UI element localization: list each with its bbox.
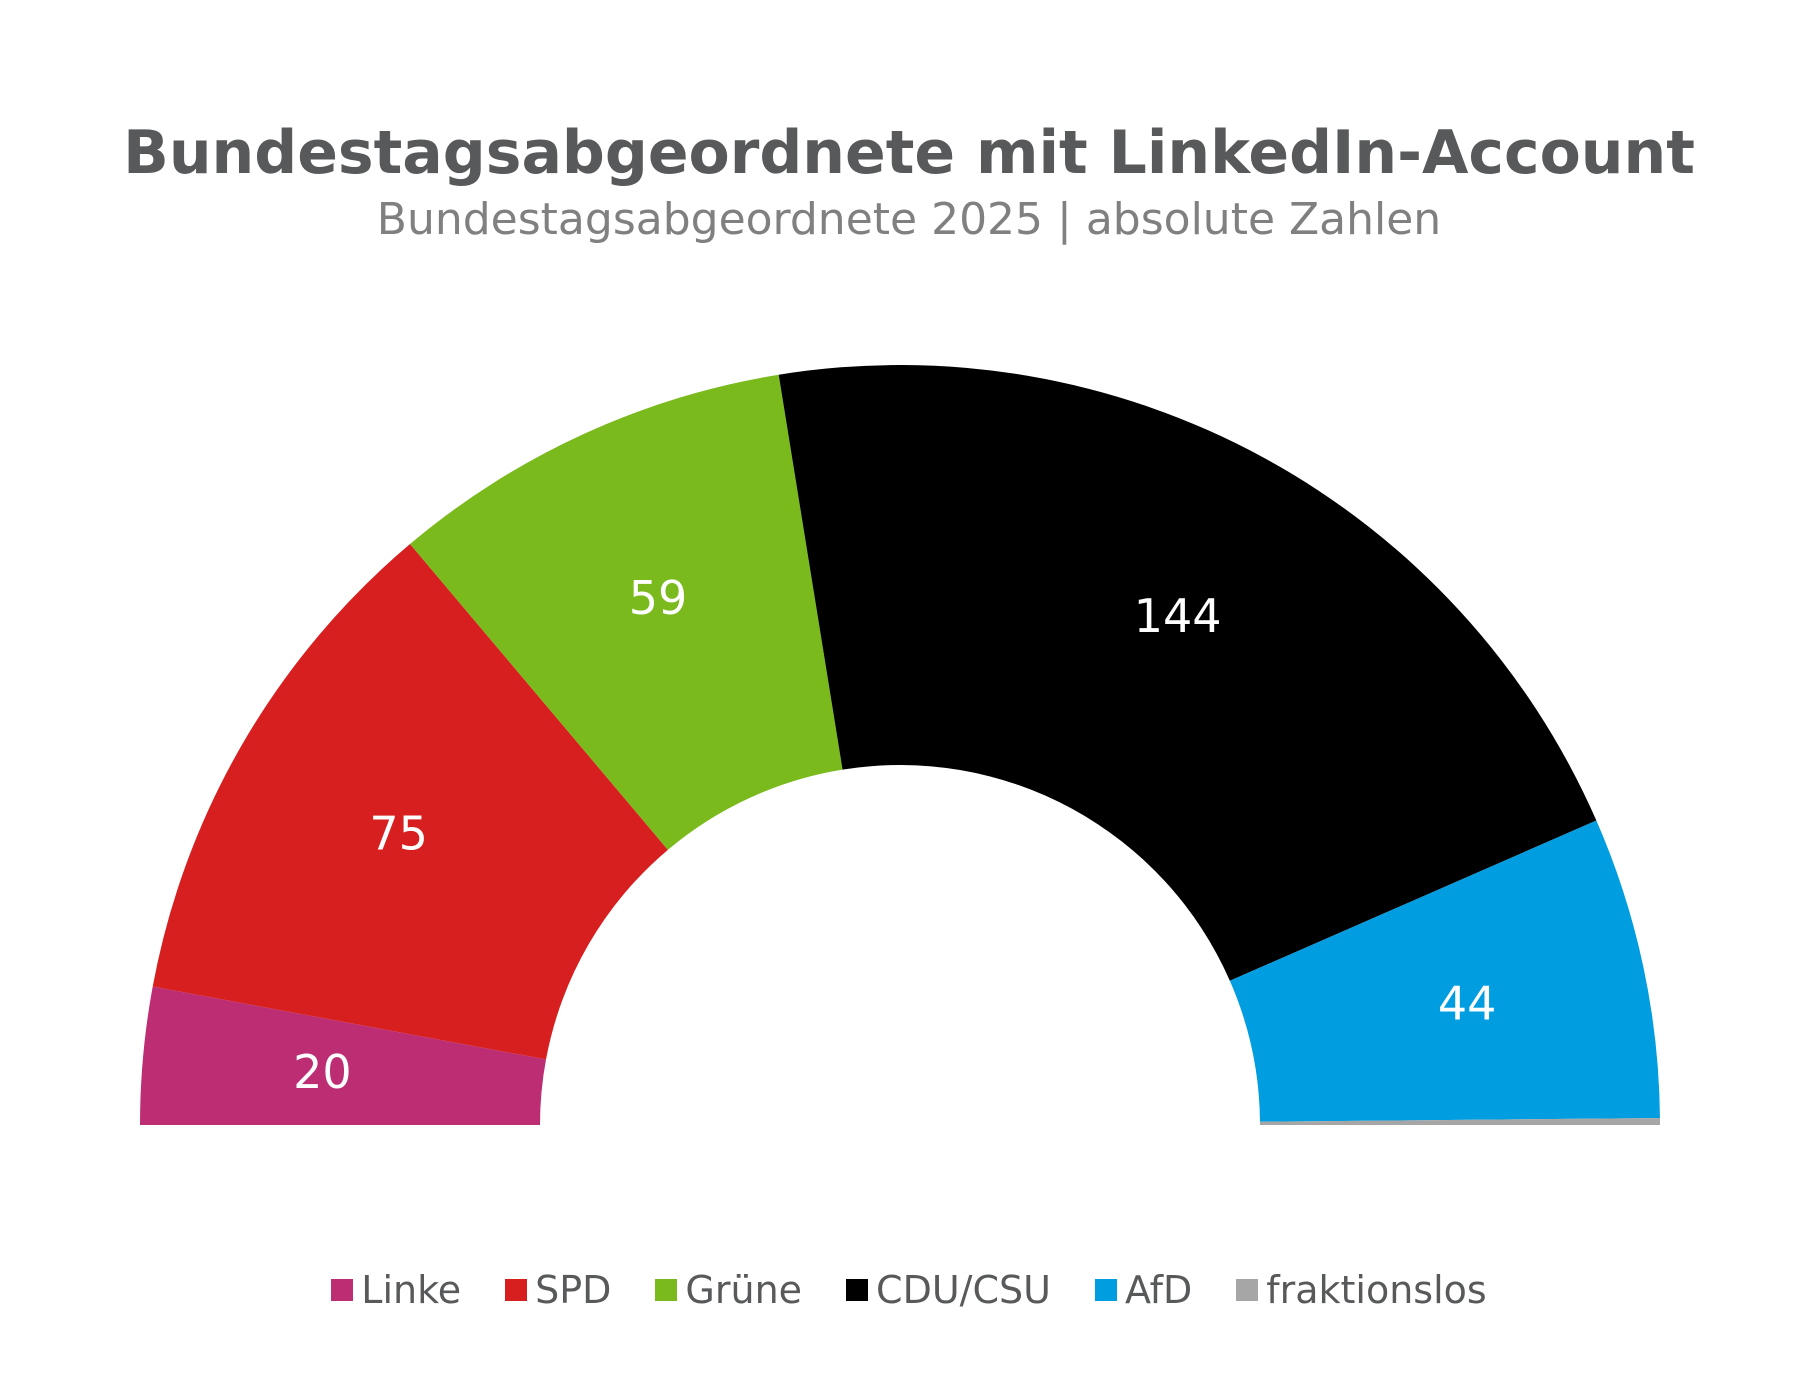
- chart-data-labels: 20 75 59 144 44: [293, 571, 1496, 1099]
- legend-swatch: [655, 1279, 678, 1301]
- legend-swatch: [1236, 1279, 1259, 1301]
- chart-title: Bundestagsabgeordnete mit LinkedIn-Accou…: [123, 118, 1695, 188]
- legend-swatch: [846, 1279, 869, 1301]
- legend-swatch: [505, 1279, 528, 1301]
- slice-grüne: [410, 374, 843, 850]
- data-label-grüne: 59: [629, 571, 688, 625]
- data-label-cdu-csu: 144: [1134, 589, 1222, 643]
- legend-label: Linke: [361, 1268, 462, 1312]
- legend-item-cdu-csu: CDU/CSU: [846, 1268, 1051, 1312]
- legend-item-grüne: Grüne: [655, 1268, 802, 1312]
- legend-swatch: [1094, 1279, 1117, 1301]
- legend-label: Grüne: [685, 1268, 803, 1312]
- legend-item-afd: AfD: [1094, 1268, 1193, 1312]
- slice-fraktionslos: [1259, 1118, 1660, 1125]
- slice-linke: [140, 986, 547, 1125]
- legend-item-linke: Linke: [331, 1268, 461, 1312]
- slice-spd: [152, 544, 668, 1060]
- data-label-linke: 20: [293, 1045, 352, 1099]
- legend-label: fraktionslos: [1266, 1268, 1487, 1312]
- legend-swatch: [331, 1279, 354, 1301]
- chart-subtitle: Bundestagsabgeordnete 2025 | absolute Za…: [376, 194, 1442, 245]
- chart-legend: Linke SPD Grüne CDU/CSU AfD fraktionslos: [0, 1268, 1818, 1312]
- data-label-spd: 75: [369, 806, 428, 860]
- data-label-afd: 44: [1438, 977, 1497, 1031]
- legend-label: SPD: [535, 1268, 612, 1312]
- slice-afd: [1229, 820, 1660, 1122]
- legend-item-fraktionslos: fraktionslos: [1236, 1268, 1487, 1312]
- legend-label: CDU/CSU: [876, 1268, 1051, 1312]
- legend-label: AfD: [1124, 1268, 1193, 1312]
- chart-slices: [140, 365, 1660, 1125]
- slice-cdu-csu: [778, 365, 1597, 981]
- legend-item-spd: SPD: [505, 1268, 611, 1312]
